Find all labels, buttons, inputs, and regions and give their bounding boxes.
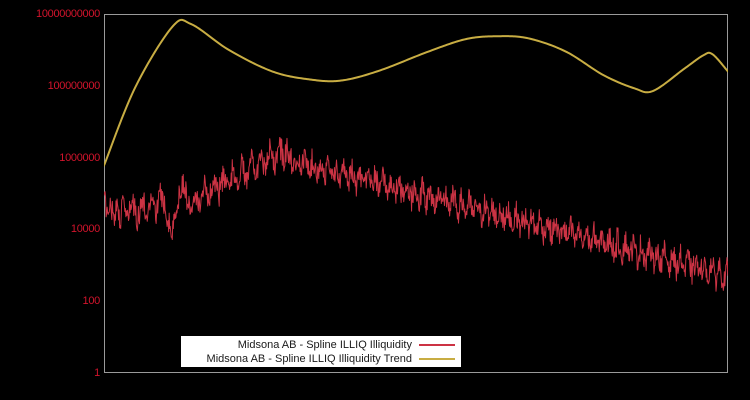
y-tick-label: 10000000000 <box>36 8 100 20</box>
line-illiquidity <box>104 136 728 292</box>
y-tick-label: 100000000 <box>47 79 101 92</box>
legend-swatch-illiquidity-trend <box>419 357 455 360</box>
y-tick-label: 1000000 <box>59 151 100 164</box>
y-tick-label: 1 <box>94 367 100 379</box>
legend-item-illiquidity-trend[interactable]: Midsona AB - Spline ILLIQ Illiquidity Tr… <box>181 352 461 366</box>
y-tick-label: 100 <box>82 295 101 308</box>
legend[interactable]: Midsona AB - Spline ILLIQ Illiquidity Mi… <box>181 336 461 367</box>
series-layer <box>104 14 728 373</box>
legend-label-illiquidity-trend: Midsona AB - Spline ILLIQ Illiquidity Tr… <box>206 352 412 365</box>
legend-label-illiquidity: Midsona AB - Spline ILLIQ Illiquidity <box>237 338 412 351</box>
legend-swatch-illiquidity <box>419 343 455 346</box>
line-illiquidity-trend <box>104 18 728 167</box>
legend-item-illiquidity[interactable]: Midsona AB - Spline ILLIQ Illiquidity <box>181 338 461 352</box>
series-svg <box>104 18 728 292</box>
y-axis: 10000000000 100000000 1000000 10000 100 1 <box>0 0 100 400</box>
y-tick-label: 10000 <box>70 223 100 236</box>
